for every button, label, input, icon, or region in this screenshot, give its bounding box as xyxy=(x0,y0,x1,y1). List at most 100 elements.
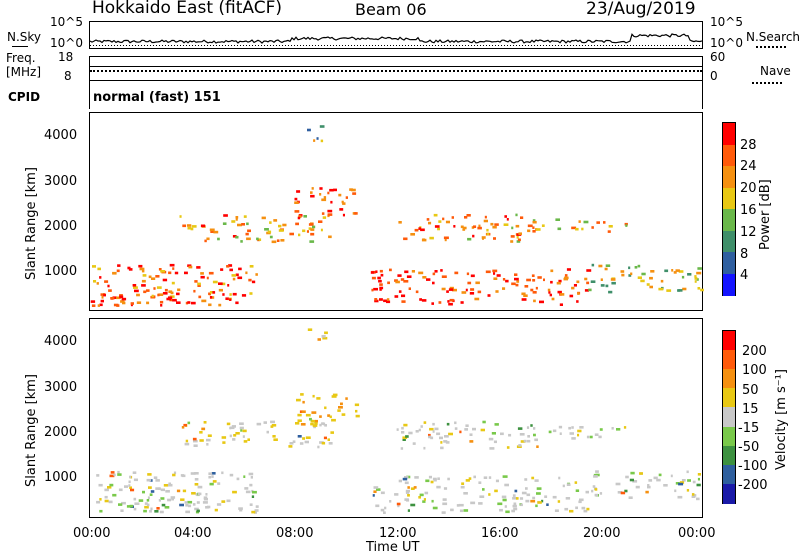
echo-cell xyxy=(576,300,579,303)
echo-cell xyxy=(310,228,315,231)
echo-cell xyxy=(428,475,432,479)
echo-cell xyxy=(426,278,431,281)
colorbar-segment xyxy=(723,123,735,146)
echo-cell xyxy=(492,225,497,229)
echo-cell xyxy=(428,221,432,225)
echo-cell xyxy=(559,303,563,306)
echo-cell xyxy=(160,270,165,273)
echo-cell xyxy=(412,442,416,445)
echo-cell xyxy=(502,498,507,502)
echo-cell xyxy=(604,267,608,271)
echo-cell xyxy=(242,429,247,433)
echo-cell xyxy=(571,426,574,429)
echo-cell xyxy=(319,441,324,444)
echo-cell xyxy=(562,484,565,488)
echo-cell xyxy=(312,394,315,398)
echo-cell xyxy=(537,276,542,279)
echo-cell xyxy=(138,499,144,502)
echo-cell xyxy=(472,427,476,431)
echo-cell xyxy=(294,201,299,204)
echo-cell xyxy=(475,281,480,285)
echo-cell xyxy=(586,435,590,439)
echo-cell xyxy=(386,300,391,304)
echo-cell xyxy=(682,287,687,291)
echo-cell xyxy=(187,226,192,230)
echo-cell xyxy=(418,227,422,230)
echo-cell xyxy=(232,277,236,281)
echo-cell xyxy=(378,279,382,283)
echo-cell xyxy=(327,438,330,441)
echo-cell xyxy=(209,482,214,486)
echo-cell xyxy=(463,492,468,495)
echo-cell xyxy=(201,299,207,303)
echo-cell xyxy=(112,493,117,497)
power-ytick-1000: 1000 xyxy=(44,264,78,279)
echo-cell xyxy=(571,437,576,440)
beam-label: Beam 06 xyxy=(355,0,427,19)
echo-cell xyxy=(581,227,584,231)
echo-cell xyxy=(96,282,99,285)
echo-cell xyxy=(221,500,226,503)
echo-cell xyxy=(660,279,664,283)
echo-cell xyxy=(255,505,259,508)
echo-cell xyxy=(232,292,237,296)
echo-cell xyxy=(375,504,380,508)
power-ytick-2000: 2000 xyxy=(44,219,78,234)
echo-cell xyxy=(158,499,161,502)
echo-cell xyxy=(432,272,436,276)
echo-cell xyxy=(251,280,256,284)
echo-cell xyxy=(278,229,284,232)
echo-cell xyxy=(486,232,490,236)
echo-cell xyxy=(400,278,405,281)
echo-cell xyxy=(428,433,431,437)
echo-cell xyxy=(532,230,536,233)
echo-cell xyxy=(608,225,613,228)
echo-cell xyxy=(431,302,434,305)
echo-cell xyxy=(694,275,697,278)
echo-cell xyxy=(420,425,423,428)
echo-cell xyxy=(628,266,631,270)
echo-cell xyxy=(241,294,247,297)
echo-cell xyxy=(373,490,377,493)
echo-cell xyxy=(306,230,309,233)
echo-cell xyxy=(625,224,628,227)
echo-cell xyxy=(299,442,304,445)
echo-cell xyxy=(380,508,385,512)
echo-cell xyxy=(697,267,702,270)
echo-cell xyxy=(181,474,186,478)
echo-cell xyxy=(249,503,253,506)
xtick-3: 12:00 xyxy=(379,526,417,541)
echo-cell xyxy=(154,510,159,513)
echo-cell xyxy=(579,426,584,429)
nsky-trace xyxy=(89,33,703,46)
echo-cell xyxy=(288,445,293,448)
echo-cell xyxy=(104,499,109,503)
power-ytick-4000: 4000 xyxy=(44,128,78,143)
echo-cell xyxy=(575,506,578,510)
echo-cell xyxy=(194,280,198,283)
echo-cell xyxy=(451,216,454,219)
echo-cell xyxy=(273,438,278,441)
echo-cell xyxy=(157,293,160,297)
echo-cell xyxy=(146,499,150,502)
echo-cell xyxy=(418,428,421,432)
echo-cell xyxy=(523,294,528,297)
echo-cell xyxy=(238,507,243,510)
echo-cell xyxy=(493,277,498,280)
echo-cell xyxy=(463,509,469,512)
echo-cell xyxy=(134,289,139,293)
echo-cell xyxy=(380,491,385,495)
echo-cell xyxy=(488,493,491,496)
echo-cell xyxy=(506,446,510,449)
cpid-label: CPID xyxy=(8,90,41,104)
echo-cell xyxy=(442,502,448,506)
echo-cell xyxy=(229,473,234,477)
echo-cell xyxy=(133,497,137,501)
echo-cell xyxy=(515,213,518,217)
echo-cell xyxy=(624,222,628,226)
echo-cell xyxy=(512,497,517,500)
echo-cell xyxy=(401,294,406,298)
echo-cell xyxy=(229,268,233,272)
echo-cell xyxy=(697,473,701,476)
echo-cell xyxy=(138,264,143,268)
